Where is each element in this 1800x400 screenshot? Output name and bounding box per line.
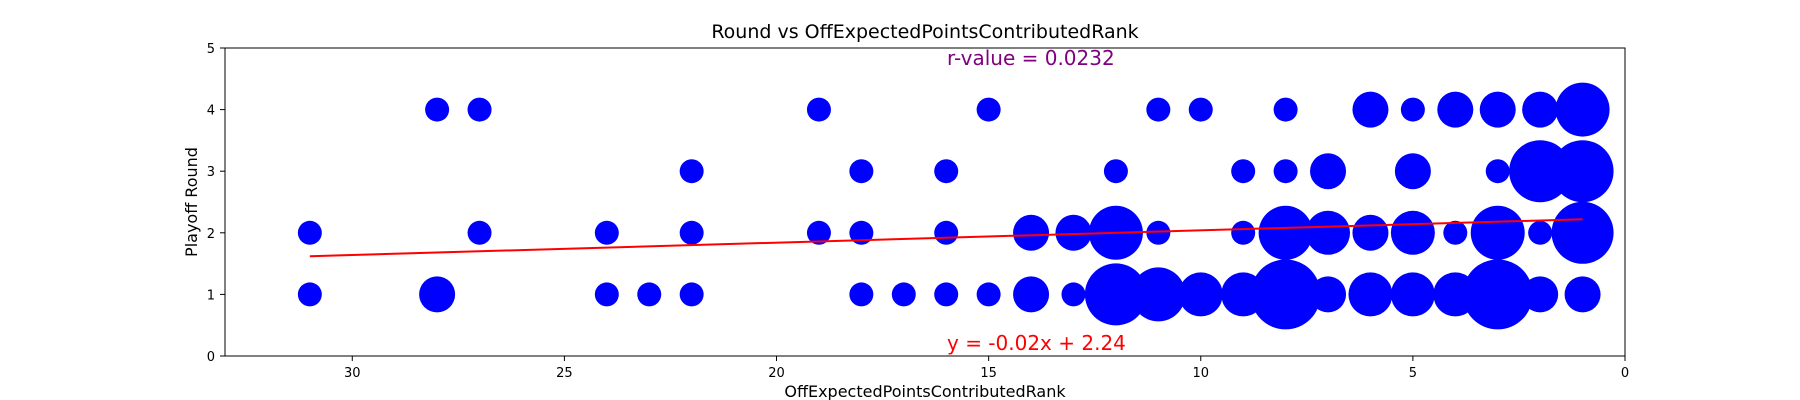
scatter-point bbox=[1394, 153, 1431, 190]
scatter-point bbox=[1555, 82, 1610, 137]
scatter-point bbox=[467, 220, 492, 245]
scatter-point bbox=[1231, 159, 1256, 184]
y-tick-label: 1 bbox=[207, 288, 215, 303]
scatter-point bbox=[934, 159, 959, 184]
scatter-point bbox=[1400, 97, 1425, 122]
scatter-point bbox=[934, 282, 959, 307]
scatter-point bbox=[849, 220, 874, 245]
regression-line bbox=[309, 218, 1583, 258]
scatter-point bbox=[1509, 140, 1572, 203]
scatter-point bbox=[1146, 97, 1171, 122]
scatter-point bbox=[1055, 214, 1092, 251]
scatter-point bbox=[1352, 214, 1389, 251]
scatter-point bbox=[419, 276, 456, 313]
regression-equation: y = -0.02x + 2.24 bbox=[947, 331, 1126, 355]
x-tick-label: 5 bbox=[1409, 366, 1417, 381]
scatter-point bbox=[891, 282, 916, 307]
scatter-point bbox=[1061, 282, 1086, 307]
scatter-point bbox=[1462, 259, 1533, 330]
scatter-point bbox=[467, 97, 492, 122]
x-tick-label: 20 bbox=[768, 366, 785, 381]
y-tick-label: 5 bbox=[207, 42, 215, 57]
axis-ticks: 30 25 20 15 10 5 0 0 1 2 3 4 5 bbox=[207, 42, 1629, 381]
scatter-point bbox=[1352, 91, 1389, 128]
scatter-point bbox=[679, 220, 704, 245]
scatter-point bbox=[1084, 263, 1147, 326]
scatter-point bbox=[1564, 276, 1601, 313]
y-tick-label: 4 bbox=[207, 104, 215, 119]
scatter-point bbox=[849, 159, 874, 184]
x-tick-label: 25 bbox=[556, 366, 573, 381]
scatter-point bbox=[976, 97, 1001, 122]
scatter-point bbox=[1310, 153, 1347, 190]
chart-title: Round vs OffExpectedPointsContributedRan… bbox=[711, 21, 1138, 43]
scatter-point bbox=[1479, 91, 1516, 128]
scatter-point bbox=[1231, 220, 1256, 245]
scatter-point bbox=[1013, 214, 1050, 251]
scatter-point bbox=[679, 282, 704, 307]
x-tick-label: 30 bbox=[344, 366, 361, 381]
scatter-point bbox=[679, 159, 704, 184]
scatter-point bbox=[594, 220, 619, 245]
scatter-point bbox=[1258, 205, 1313, 260]
scatter-point bbox=[1310, 276, 1347, 313]
y-axis-label: Playoff Round bbox=[182, 147, 201, 257]
scatter-point bbox=[1306, 210, 1351, 255]
x-tick-label: 10 bbox=[1192, 366, 1209, 381]
scatter-point bbox=[637, 282, 662, 307]
x-tick-label: 0 bbox=[1621, 366, 1629, 381]
scatter-point bbox=[1348, 272, 1393, 317]
scatter-point bbox=[1103, 159, 1128, 184]
scatter-point bbox=[1522, 91, 1559, 128]
scatter-point bbox=[297, 220, 322, 245]
scatter-point bbox=[1131, 267, 1186, 322]
plot-frame bbox=[224, 47, 1626, 357]
scatter-point bbox=[1443, 220, 1468, 245]
x-axis-label: OffExpectedPointsContributedRank bbox=[784, 382, 1066, 400]
scatter-point bbox=[806, 220, 831, 245]
scatter-point bbox=[1437, 91, 1474, 128]
scatter-point bbox=[806, 97, 831, 122]
scatter-point bbox=[1178, 272, 1223, 317]
scatter-point bbox=[1013, 276, 1050, 313]
y-tick-label: 3 bbox=[207, 165, 215, 180]
scatter-point bbox=[1528, 220, 1553, 245]
scatter-point bbox=[1390, 272, 1435, 317]
scatter-point bbox=[1250, 259, 1321, 330]
y-tick-label: 2 bbox=[207, 227, 215, 242]
scatter-point bbox=[1273, 97, 1298, 122]
scatter-point bbox=[1551, 201, 1614, 264]
scatter-point bbox=[1273, 159, 1298, 184]
scatter-point bbox=[1551, 140, 1614, 203]
scatter-point bbox=[425, 97, 450, 122]
scatter-point bbox=[934, 220, 959, 245]
scatter-point bbox=[1485, 159, 1510, 184]
scatter-points bbox=[297, 82, 1614, 330]
scatter-point bbox=[594, 282, 619, 307]
scatter-point bbox=[1470, 205, 1525, 260]
r-value-annotation: r-value = 0.0232 bbox=[947, 46, 1115, 70]
y-tick-label: 0 bbox=[207, 350, 215, 365]
scatter-point bbox=[976, 282, 1001, 307]
scatter-point bbox=[1522, 276, 1559, 313]
scatter-point bbox=[1188, 97, 1213, 122]
scatter-point bbox=[849, 282, 874, 307]
fit-line-group bbox=[309, 218, 1583, 258]
scatter-point bbox=[1390, 210, 1435, 255]
x-tick-label: 15 bbox=[980, 366, 997, 381]
scatter-point bbox=[297, 282, 322, 307]
scatter-point bbox=[1146, 220, 1171, 245]
